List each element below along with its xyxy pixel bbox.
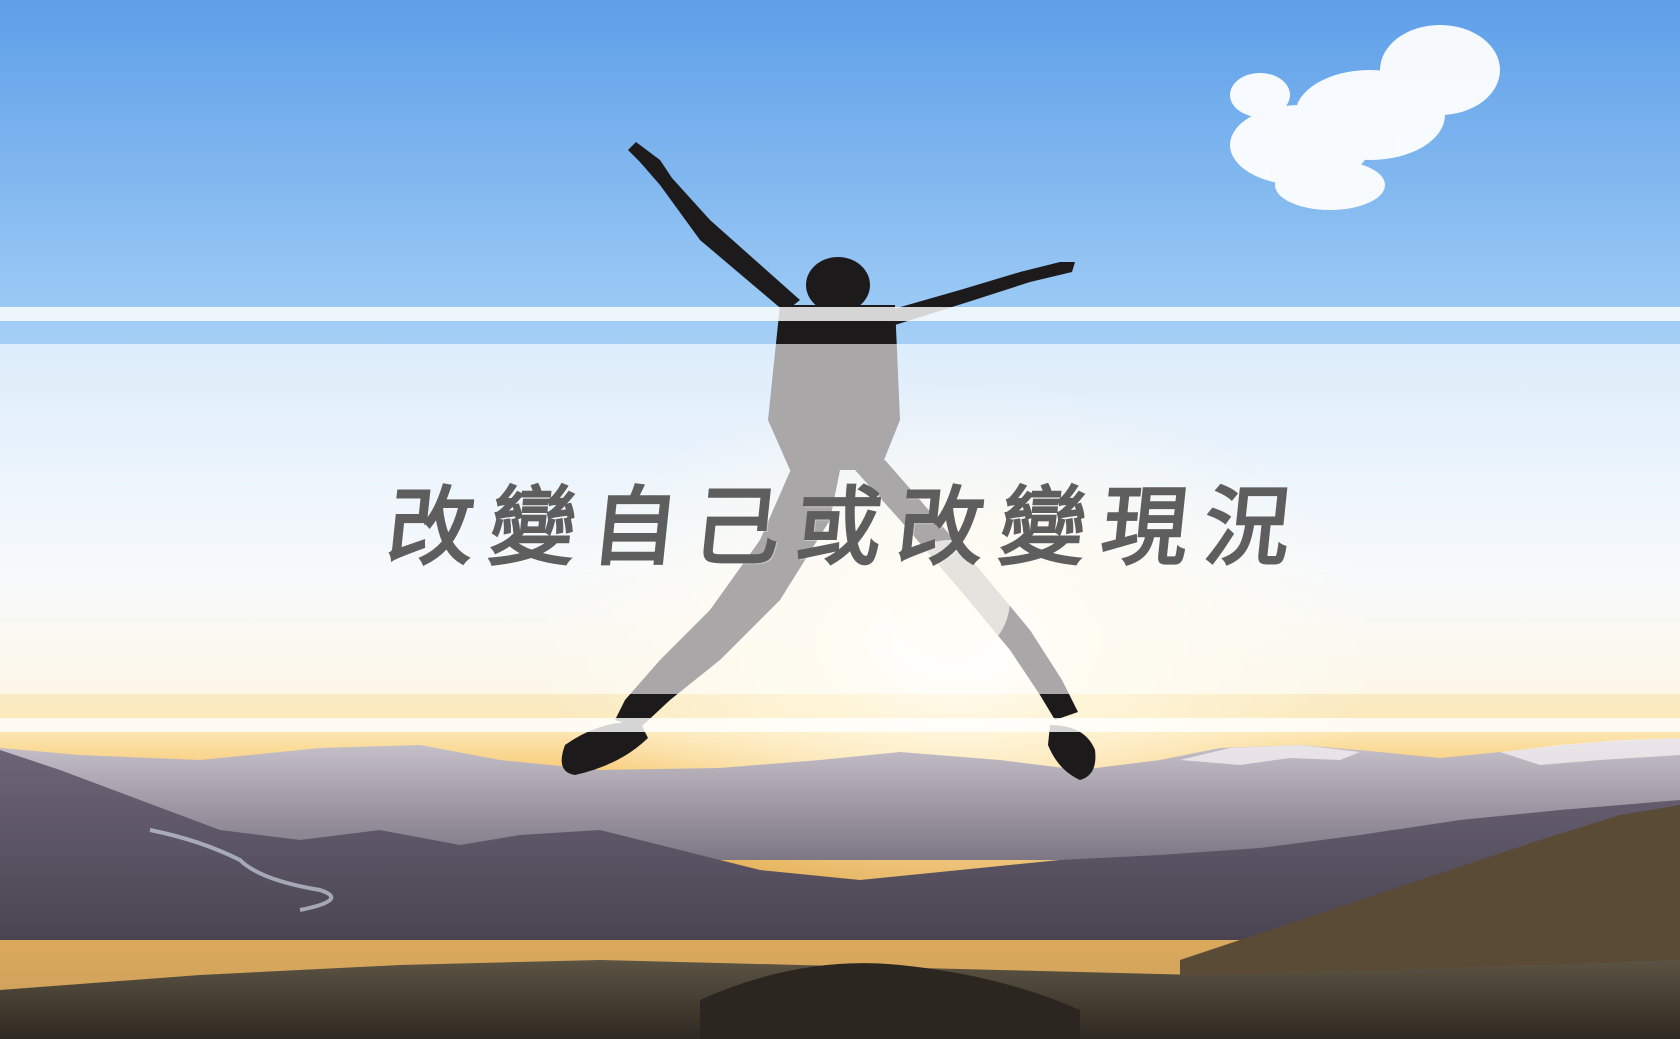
- bottom-stripe: [0, 718, 1680, 732]
- mid-mountains: [0, 750, 1680, 940]
- headline-text: 改變自己或改變現況: [382, 476, 1312, 578]
- far-mountains: [0, 738, 1680, 860]
- top-stripe: [0, 307, 1680, 321]
- headline-banner: 改變自己或改變現況: [0, 344, 1680, 694]
